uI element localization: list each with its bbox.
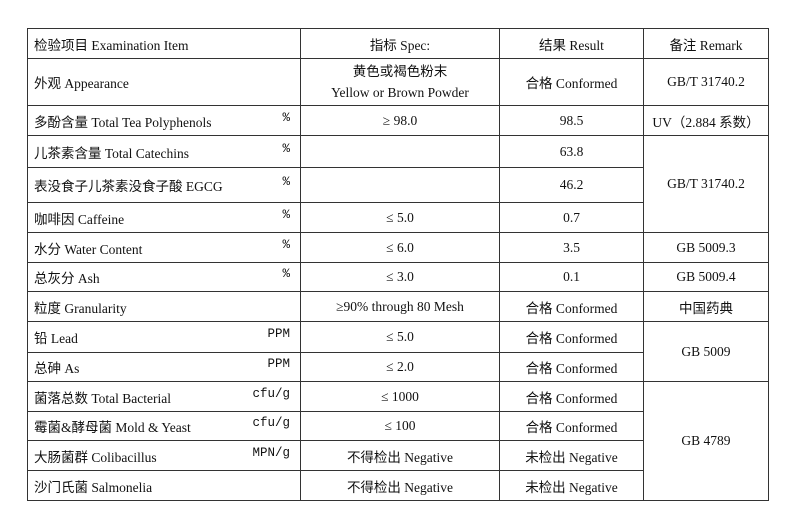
result-cell: 合格 Conformed: [499, 321, 644, 353]
item-cell: 咖啡因 Caffeine%: [27, 202, 301, 233]
item-label: 水分 Water Content: [34, 241, 143, 257]
result-cell: 未检出 Negative: [499, 470, 644, 501]
remark-cell: GB 5009.3: [643, 232, 769, 263]
item-cell: 水分 Water Content%: [27, 232, 301, 263]
unit: cfu/g: [252, 386, 290, 401]
spec-cell: ≤ 3.0: [300, 262, 500, 292]
result-cell: 63.8: [499, 135, 644, 168]
header-item: 检验项目 Examination Item: [27, 28, 301, 59]
unit: %: [282, 267, 290, 281]
result-cell: 合格 Conformed: [499, 381, 644, 412]
spec-cell: 不得检出 Negative: [300, 440, 500, 471]
table-row: 总砷 As PPM ≤ 2.0 合格 Conformed: [27, 352, 769, 382]
remark-cell: GB/T 31740.2: [643, 135, 769, 233]
item-label: 儿茶素含量 Total Catechins: [34, 145, 190, 161]
item-cell: 沙门氏菌 Salmonelia: [27, 470, 301, 501]
item-cell: 总灰分 Ash%: [27, 262, 301, 292]
item-label: 表没食子儿茶素没食子酸 EGCG: [34, 179, 223, 194]
header-spec: 指标 Spec:: [300, 28, 500, 59]
table-row: 总灰分 Ash% ≤ 3.0 0.1 GB 5009.4: [27, 262, 769, 292]
spec-cell: [300, 135, 500, 168]
spec-cell: ≤ 5.0: [300, 321, 500, 353]
unit: PPM: [267, 357, 290, 371]
item-label: 大肠菌群 Colibacillus: [34, 449, 157, 465]
unit: %: [282, 141, 290, 156]
spec-cell: ≤ 6.0: [300, 232, 500, 263]
item-label: 咖啡因 Caffeine: [34, 211, 125, 227]
result-cell: 合格 Conformed: [499, 291, 644, 322]
item-cell: 大肠菌群 Colibacillus MPN/g: [27, 440, 301, 471]
result-cell: 0.1: [499, 262, 644, 292]
item-label: 总灰分 Ash: [34, 271, 100, 286]
table-row: 粒度 Granularity ≥90% through 80 Mesh 合格 C…: [27, 291, 769, 322]
spec-en: Yellow or Brown Powder: [331, 85, 469, 100]
item-cell: 霉菌&酵母菌 Mold & Yeast cfu/g: [27, 411, 301, 441]
unit: MPN/g: [252, 445, 290, 460]
result-cell: 0.7: [499, 202, 644, 233]
result-cell: 合格 Conformed: [499, 352, 644, 382]
remark-cell: GB 5009: [643, 321, 769, 382]
header-row: 检验项目 Examination Item 指标 Spec: 结果 Result…: [27, 28, 769, 59]
unit: %: [282, 207, 290, 222]
spec-cell: ≤ 5.0: [300, 202, 500, 233]
spec-cell: ≤ 100: [300, 411, 500, 441]
item-cell: 铅 Lead PPM: [27, 321, 301, 353]
item-label: 霉菌&酵母菌 Mold & Yeast: [34, 420, 191, 435]
unit: %: [282, 175, 290, 189]
result-cell: 合格 Conformed: [499, 411, 644, 441]
table-row: 多酚含量 Total Tea Polyphenols% ≥ 98.0 98.5 …: [27, 105, 769, 136]
item-label: 多酚含量 Total Tea Polyphenols: [34, 114, 212, 130]
result-cell: 合格 Conformed: [499, 58, 644, 106]
unit: %: [282, 237, 290, 252]
table-row: 沙门氏菌 Salmonelia 不得检出 Negative 未检出 Negati…: [27, 470, 769, 501]
item-cell: 总砷 As PPM: [27, 352, 301, 382]
item-label: 菌落总数 Total Bacterial: [34, 390, 172, 406]
item-cell: 外观 Appearance: [27, 58, 301, 106]
item-cell: 表没食子儿茶素没食子酸 EGCG%: [27, 167, 301, 203]
item-cell: 菌落总数 Total Bacterial cfu/g: [27, 381, 301, 412]
remark-cell: GB 5009.4: [643, 262, 769, 292]
spec-cell: ≥90% through 80 Mesh: [300, 291, 500, 322]
specification-table: 检验项目 Examination Item 指标 Spec: 结果 Result…: [27, 28, 769, 501]
unit: PPM: [267, 327, 290, 341]
table-row: 大肠菌群 Colibacillus MPN/g 不得检出 Negative 未检出…: [27, 440, 769, 471]
table-row: 表没食子儿茶素没食子酸 EGCG% 46.2: [27, 167, 769, 203]
result-cell: 未检出 Negative: [499, 440, 644, 471]
table-row: 菌落总数 Total Bacterial cfu/g ≤ 1000 合格 Conf…: [27, 381, 769, 501]
item-cell: 多酚含量 Total Tea Polyphenols%: [27, 105, 301, 136]
spec-cell: 黄色或褐色粉末 Yellow or Brown Powder: [300, 58, 500, 106]
spec-cn: 黄色或褐色粉末: [352, 64, 448, 79]
spec-cell: ≥ 98.0: [300, 105, 500, 136]
result-cell: 3.5: [499, 232, 644, 263]
unit: cfu/g: [252, 416, 290, 430]
remark-cell: GB 4789: [643, 381, 769, 501]
item-label: 铅 Lead: [34, 331, 78, 346]
spec-cell: ≤ 2.0: [300, 352, 500, 382]
spec-cell: ≤ 1000: [300, 381, 500, 412]
table-row: 水分 Water Content% ≤ 6.0 3.5 GB 5009.3: [27, 232, 769, 263]
table-row: 霉菌&酵母菌 Mold & Yeast cfu/g ≤ 100 合格 Confor…: [27, 411, 769, 441]
spec-cell: 不得检出 Negative: [300, 470, 500, 501]
remark-cell: GB/T 31740.2: [643, 58, 769, 106]
table-row: 外观 Appearance 黄色或褐色粉末 Yellow or Brown Pow…: [27, 58, 769, 106]
remark-cell: 中国药典: [643, 291, 769, 322]
spec-cell: [300, 167, 500, 203]
header-result: 结果 Result: [499, 28, 644, 59]
item-label: 总砷 As: [34, 361, 80, 376]
header-remark: 备注 Remark: [643, 28, 769, 59]
unit: %: [282, 110, 290, 125]
table-row: 铅 Lead PPM ≤ 5.0 合格 Conformed GB 5009: [27, 321, 769, 382]
remark-cell: UV（2.884 系数）: [643, 105, 769, 136]
table-row: 儿茶素含量 Total Catechins% 63.8 GB/T 31740.2: [27, 135, 769, 233]
result-cell: 46.2: [499, 167, 644, 203]
result-cell: 98.5: [499, 105, 644, 136]
item-cell: 儿茶素含量 Total Catechins%: [27, 135, 301, 168]
item-cell: 粒度 Granularity: [27, 291, 301, 322]
